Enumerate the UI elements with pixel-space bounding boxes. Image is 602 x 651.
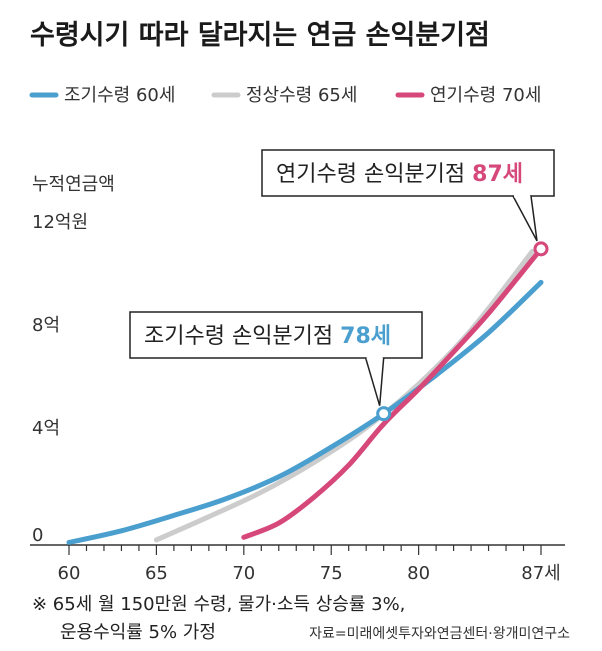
source-text: 자료=미래에셋투자와연금센터·왕개미연구소 — [309, 626, 570, 642]
callout-label: 조기수령 손익분기점 — [144, 324, 340, 349]
breakeven-marker-0 — [376, 406, 392, 422]
x-tick-label: 87세 — [521, 563, 560, 584]
callout-text-1: 연기수령 손익분기점 87세 — [276, 162, 523, 187]
legend-label-late: 연기수령 70세 — [430, 85, 541, 106]
callouts: 조기수령 손익분기점 78세 연기수령 손익분기점 87세 — [129, 149, 555, 422]
series-lines — [66, 246, 544, 545]
legend: 조기수령 60세 정상수령 65세 연기수령 70세 — [29, 85, 541, 106]
x-axis: 60 65 70 75 80 87세 — [30, 544, 565, 584]
x-tick-label: 60 — [58, 563, 81, 584]
x-tick-label: 65 — [145, 563, 168, 584]
callout-text-0: 조기수령 손익분기점 78세 — [144, 324, 391, 349]
legend-label-normal: 정상수령 65세 — [246, 85, 357, 106]
chart-title: 수령시기 따라 달라지는 연금 손익분기점 — [30, 20, 490, 51]
x-tick-label: 70 — [232, 563, 255, 584]
series-line-early — [66, 279, 544, 545]
footnote-line2: 운용수익률 5% 가정 — [60, 622, 216, 643]
callout-pointer-1 — [512, 195, 538, 242]
legend-label-early: 조기수령 60세 — [64, 85, 175, 106]
callout-label: 연기수령 손익분기점 — [276, 162, 472, 187]
y-axis-label: 누적연금액 — [32, 174, 115, 195]
x-tick-label: 75 — [320, 563, 343, 584]
footnote-line1: ※ 65세 월 150만원 수령, 물가·소득 상승률 3%, — [32, 594, 405, 615]
y-tick-label: 12억원 — [32, 212, 88, 233]
callout-value: 87세 — [472, 162, 523, 187]
callout-box-1 — [261, 149, 555, 197]
callout-pointer-0 — [364, 357, 385, 406]
y-tick-label: 4억 — [32, 418, 60, 439]
x-tick-label: 80 — [407, 563, 430, 584]
series-line-late — [241, 246, 544, 540]
breakeven-marker-1 — [533, 241, 549, 257]
series-line-normal — [153, 248, 535, 543]
y-axis-ticks: 0 4억 8억 12억원 — [32, 212, 88, 546]
callout-value: 78세 — [340, 324, 391, 349]
y-tick-label: 8억 — [32, 315, 60, 336]
callout-box-0 — [129, 311, 423, 359]
y-tick-label: 0 — [32, 525, 43, 546]
